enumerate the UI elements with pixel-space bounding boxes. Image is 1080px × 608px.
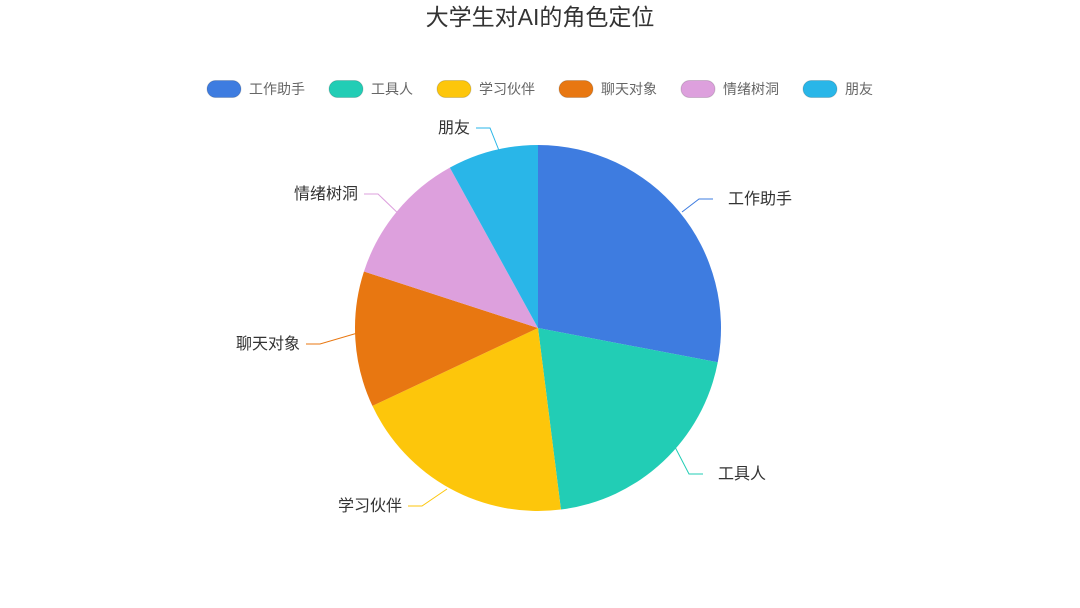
svg-text:工作助手: 工作助手 <box>728 190 792 208</box>
svg-text:工作助手: 工作助手 <box>249 81 305 97</box>
svg-text:学习伙伴: 学习伙伴 <box>338 497 402 515</box>
svg-text:情绪树洞: 情绪树洞 <box>723 81 779 97</box>
svg-text:朋友: 朋友 <box>845 81 873 97</box>
svg-text:学习伙伴: 学习伙伴 <box>479 81 535 97</box>
svg-text:大学生对AI的角色定位: 大学生对AI的角色定位 <box>426 4 655 30</box>
svg-text:工具人: 工具人 <box>371 81 413 97</box>
svg-text:聊天对象: 聊天对象 <box>601 81 657 97</box>
svg-text:情绪树洞: 情绪树洞 <box>294 185 358 203</box>
svg-text:聊天对象: 聊天对象 <box>236 335 300 353</box>
svg-text:朋友: 朋友 <box>438 119 470 137</box>
svg-text:工具人: 工具人 <box>718 465 766 483</box>
